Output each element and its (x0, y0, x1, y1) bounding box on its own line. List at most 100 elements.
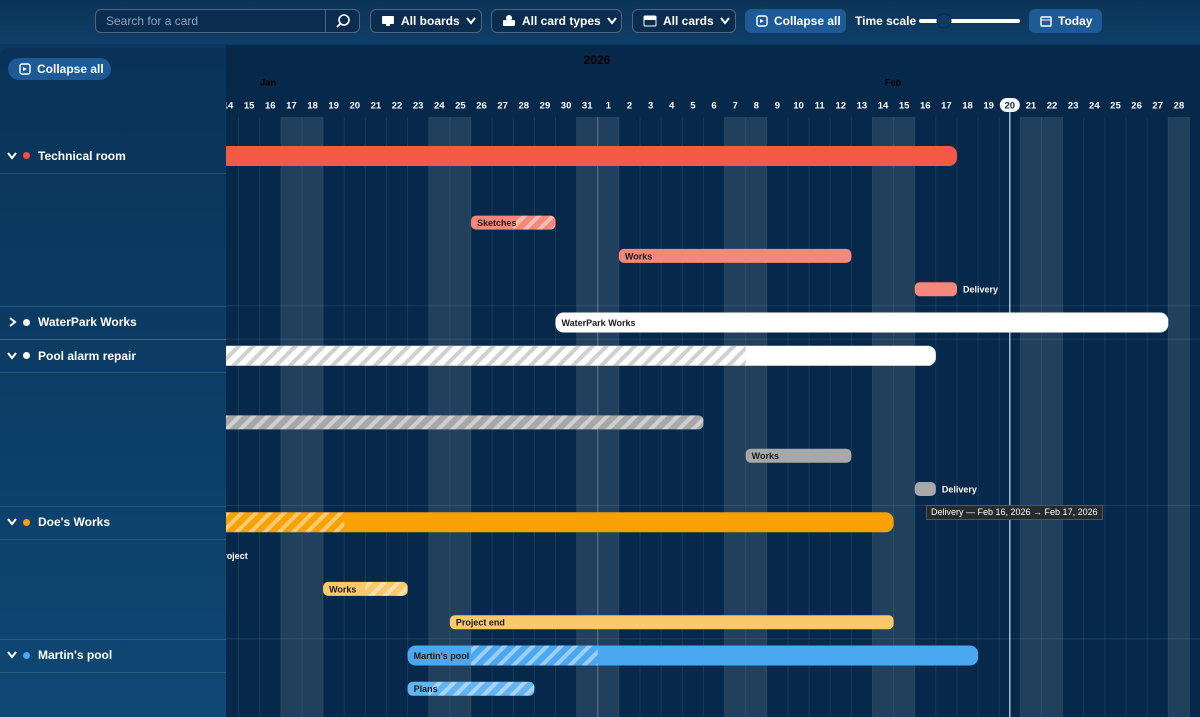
row-separator (0, 672, 226, 674)
today-button[interactable]: Today (1029, 9, 1102, 33)
bar-label: WaterPark Works (562, 318, 636, 328)
group-color-dot (23, 352, 30, 360)
bar (745, 448, 852, 463)
day-label: 23 (1068, 101, 1079, 112)
card-types-label: All card types (522, 14, 601, 28)
chevron (465, 17, 476, 25)
bar-group: Starting project (226, 551, 248, 561)
day-label: 21 (1026, 101, 1037, 112)
cards-label: All cards (663, 14, 714, 28)
chevron-path (7, 651, 17, 659)
bar-group (226, 345, 936, 366)
bar-label: Starting project (226, 551, 248, 561)
row-separator (0, 339, 226, 341)
group-color-dot (23, 318, 30, 326)
icon (503, 15, 515, 26)
bar-label: Delivery (942, 484, 977, 494)
progress-stripes (226, 415, 704, 430)
group-name: Pool alarm repair (38, 348, 137, 363)
day-label: 26 (1131, 101, 1142, 112)
row-separator (0, 372, 226, 374)
time-scale-slider[interactable] (918, 12, 1022, 30)
sidebar-collapse-button[interactable]: Collapse all (8, 58, 111, 80)
day-label: 19 (328, 101, 339, 112)
bar-label: Works (625, 251, 652, 261)
weekend-column (1020, 117, 1042, 717)
boards-label: All boards (401, 14, 460, 28)
icon (643, 15, 657, 27)
bar (555, 312, 1169, 333)
day-label: 19 (983, 101, 994, 112)
group-row[interactable]: Technical room (0, 139, 226, 172)
bar (226, 146, 957, 166)
day-label: 16 (920, 101, 931, 112)
sidebar: Collapse all Technical room WaterPark Wor… (0, 48, 226, 717)
group-name: Technical room (38, 148, 126, 163)
chevron (606, 17, 617, 25)
day-label: 13 (857, 101, 868, 112)
chevron[interactable] (6, 317, 20, 328)
day-label: 14 (226, 101, 234, 112)
chevron (719, 17, 730, 25)
search-icon[interactable] (325, 10, 359, 32)
progress-stripes (470, 645, 598, 666)
chevron-path (9, 317, 17, 328)
bar-label: Works (329, 584, 356, 594)
day-label: 4 (669, 101, 675, 112)
card-types-filter[interactable]: All card types (491, 9, 622, 33)
day-label: 7 (732, 101, 737, 112)
toolbar: Search for a card All boards All card ty… (0, 0, 1200, 44)
day-label: 9 (775, 101, 780, 112)
search-box[interactable]: Search for a card (95, 9, 360, 33)
chevron[interactable] (6, 650, 20, 660)
day-label: 17 (941, 101, 952, 112)
bar-group: Works (618, 248, 852, 263)
group-row[interactable]: Martin's pool (0, 639, 226, 672)
day-label: 25 (1110, 101, 1121, 112)
group-row[interactable]: Doe's Works (0, 506, 226, 539)
chevron-path (7, 152, 17, 160)
month-label: Jan (260, 78, 277, 89)
icon (756, 15, 768, 27)
bar-label: Delivery (963, 285, 998, 295)
day-label: 24 (434, 101, 445, 112)
weekend-column (893, 117, 915, 717)
bar-group: Project end (449, 615, 894, 630)
group-row[interactable]: WaterPark Works (0, 306, 226, 339)
day-label: 18 (307, 101, 318, 112)
weekend-column (745, 117, 767, 717)
year-label: 2026 (584, 53, 611, 67)
icon (1040, 16, 1052, 27)
row-separator (0, 172, 226, 174)
boards-filter[interactable]: All boards (370, 9, 482, 33)
day-label: 24 (1089, 101, 1100, 112)
group-row[interactable]: Pool alarm repair (0, 339, 226, 372)
progress-stripes (226, 512, 345, 533)
collapse-label: Collapse all (774, 14, 841, 28)
day-label: 22 (392, 101, 403, 112)
bar-label: Sketches (477, 218, 517, 228)
day-label: 29 (540, 101, 551, 112)
chevron-path (7, 352, 17, 360)
day-label: 18 (962, 101, 973, 112)
collapse-all-button[interactable]: Collapse all (745, 9, 846, 33)
search-placeholder: Search for a card (106, 14, 199, 28)
progress-stripes (226, 345, 746, 366)
day-label: 2 (627, 101, 632, 112)
cards-filter[interactable]: All cards (632, 9, 736, 33)
day-label: 28 (1174, 101, 1185, 112)
chevron[interactable] (6, 351, 20, 361)
day-label: 28 (519, 101, 530, 112)
group-color-dot (23, 651, 30, 659)
day-label: 20 (1005, 101, 1016, 112)
bar (914, 282, 957, 297)
bar-group (226, 512, 894, 533)
bar-group: Sketches (470, 215, 556, 230)
chevron[interactable] (6, 517, 20, 527)
day-label: 23 (413, 101, 424, 112)
chevron[interactable] (6, 151, 20, 161)
day-label: 5 (690, 101, 696, 112)
day-label: 20 (349, 101, 360, 112)
bar-group: Delivery (914, 482, 977, 496)
day-label: 14 (878, 101, 889, 112)
